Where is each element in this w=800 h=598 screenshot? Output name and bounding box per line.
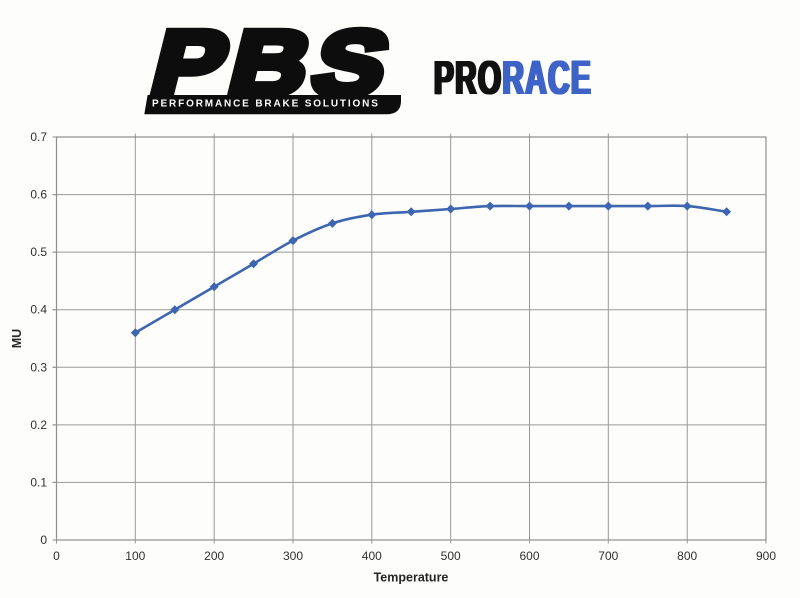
- svg-text:PRORACE: PRORACE: [434, 51, 592, 105]
- svg-text:MU: MU: [10, 329, 24, 348]
- svg-text:200: 200: [204, 549, 224, 563]
- svg-text:0.6: 0.6: [30, 188, 47, 202]
- svg-text:0.1: 0.1: [30, 475, 47, 489]
- svg-text:0.2: 0.2: [30, 418, 47, 432]
- svg-text:600: 600: [519, 549, 539, 563]
- svg-text:PERFORMANCE BRAKE SOLUTIONS: PERFORMANCE BRAKE SOLUTIONS: [152, 99, 380, 110]
- svg-text:800: 800: [677, 549, 697, 563]
- svg-text:PRORACE: PRORACE: [435, 51, 593, 105]
- svg-text:400: 400: [362, 549, 382, 563]
- svg-text:0: 0: [40, 533, 47, 547]
- svg-text:0.7: 0.7: [30, 130, 47, 144]
- svg-text:PBS: PBS: [142, 13, 406, 116]
- svg-text:0.3: 0.3: [30, 360, 47, 374]
- svg-text:300: 300: [283, 549, 303, 563]
- svg-text:900: 900: [756, 549, 776, 563]
- svg-text:700: 700: [598, 549, 618, 563]
- svg-text:0: 0: [53, 549, 60, 563]
- svg-text:500: 500: [441, 549, 461, 563]
- svg-text:0.4: 0.4: [30, 303, 47, 317]
- svg-text:Temperature: Temperature: [374, 571, 449, 585]
- svg-text:PRORACE: PRORACE: [433, 51, 591, 105]
- svg-text:100: 100: [125, 549, 145, 563]
- svg-text:0.5: 0.5: [30, 245, 47, 259]
